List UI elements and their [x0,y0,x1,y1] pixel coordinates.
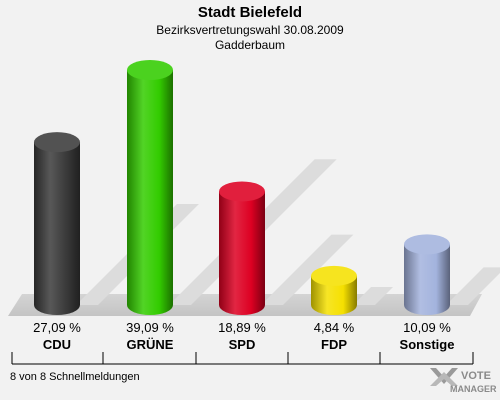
bar-top-spd [219,181,265,202]
bars [34,60,450,315]
category-label-sonstige: Sonstige [400,337,455,352]
category-label-fdp: FDP [321,337,347,352]
bar-top-sonstige [404,234,450,255]
chart-subtitle: Bezirksvertretungswahl 30.08.2009 [156,23,344,37]
chart-subtitle-district: Gadderbaum [215,38,285,52]
category-label-spd: SPD [229,337,256,352]
bar-shadow-sonstige [446,267,500,305]
bar-top-grüne [127,60,173,80]
bar-cdu [34,142,80,315]
bar-shadow-fdp [353,286,394,305]
bar-labels: 27,09 % CDU 39,09 % GRÜNE 18,89 % SPD 4,84 % FD… [33,320,454,352]
category-label-cdu: CDU [43,337,71,352]
value-label-sonstige: 10,09 % [403,320,451,335]
value-label-grüne: 39,09 % [126,320,174,335]
bar-top-fdp [311,265,357,286]
axis-bracket [11,352,474,365]
logo-line1: VOTE [461,370,491,382]
bar-grüne [127,70,173,315]
value-label-spd: 18,89 % [218,320,266,335]
chart-title: Stadt Bielefeld [198,4,302,21]
value-label-fdp: 4,84 % [314,320,355,335]
bar-sonstige [404,244,450,315]
category-label-grüne: GRÜNE [127,337,174,352]
votemanager-logo: VOTE MANAGER [430,368,497,394]
bar-top-cdu [34,132,80,153]
category-axis [11,352,474,365]
bar-fdp [311,275,357,315]
bar-spd [219,191,265,315]
status-text: 8 von 8 Schnellmeldungen [10,371,140,383]
logo-line2: MANAGER [450,384,497,394]
bar-shadow-spd [261,234,354,305]
value-label-cdu: 27,09 % [33,320,81,335]
